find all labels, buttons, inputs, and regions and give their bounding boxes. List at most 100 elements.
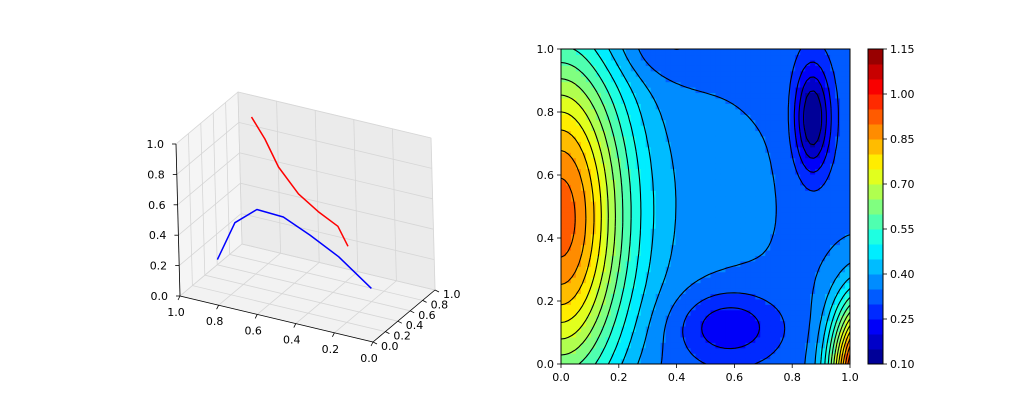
contour-cell — [710, 103, 717, 110]
contour-cell — [665, 304, 672, 311]
contour-cell — [795, 239, 801, 246]
contour-cell — [605, 293, 612, 300]
contour-cell — [765, 173, 771, 180]
contour-cell — [735, 163, 741, 170]
contour-cell — [615, 271, 622, 278]
contour-cell — [575, 81, 582, 88]
contour-cell — [760, 179, 766, 186]
contour-cell — [825, 87, 831, 94]
contour-cell — [710, 320, 717, 327]
contour-line — [622, 49, 850, 364]
contour-cell — [610, 233, 617, 240]
contour-cell — [810, 282, 816, 289]
contour-cell — [630, 119, 637, 126]
contour-cell — [785, 135, 791, 142]
contour-cell — [815, 287, 821, 294]
contour-cell — [630, 195, 637, 202]
contour-cell — [685, 108, 692, 115]
contour-cell — [561, 97, 567, 104]
contour-cell — [745, 54, 751, 61]
contour-cell — [825, 108, 831, 115]
contour-cell — [835, 59, 841, 66]
contour-cell — [670, 70, 677, 77]
contour-cell — [680, 157, 687, 164]
contour-cell — [825, 190, 831, 197]
contour-cell — [635, 244, 642, 251]
contour-cell — [710, 195, 717, 202]
contour-cell — [575, 92, 582, 99]
contour-cell — [665, 103, 672, 110]
colorbar-band — [868, 214, 883, 230]
contour-cell — [650, 342, 657, 349]
contour-cell — [745, 315, 751, 322]
contour-cell — [785, 173, 791, 180]
contour-cell — [730, 347, 736, 354]
contour-cell — [840, 103, 846, 110]
contour-cell — [620, 70, 627, 77]
contour-cell — [570, 103, 577, 110]
contour-cell — [561, 315, 567, 322]
contour-cell — [775, 70, 781, 77]
contour-cell — [760, 228, 766, 235]
contour-cell — [610, 347, 617, 354]
contour-cell — [730, 255, 736, 262]
contour-cell — [755, 211, 761, 218]
contour-cell — [770, 163, 776, 170]
contour-line — [561, 177, 850, 364]
contour-cell — [595, 315, 602, 322]
contour-cell — [610, 239, 617, 246]
contour-cell — [700, 217, 707, 224]
contour-cell — [800, 315, 806, 322]
contour-cell — [745, 163, 751, 170]
contour-cell — [785, 184, 791, 191]
contour-cell — [775, 266, 781, 273]
contour-cell — [840, 211, 846, 218]
colorbar-band — [868, 334, 883, 350]
contour-cell — [750, 342, 756, 349]
contour-cell — [720, 206, 727, 213]
contour-cell — [680, 81, 687, 88]
contour-cell — [785, 320, 791, 327]
contour-cell — [815, 163, 821, 170]
contour-cell — [705, 114, 712, 121]
contour-cell — [610, 163, 617, 170]
contour-cell — [755, 152, 761, 159]
contour-cell — [600, 168, 607, 175]
contour-cell — [795, 287, 801, 294]
contour-cell — [600, 179, 607, 186]
contour-cell — [745, 277, 751, 284]
contour-cell — [640, 255, 647, 262]
contour-cell — [630, 358, 637, 364]
colorbar-tick-label: 1.00 — [890, 88, 915, 101]
contour-cell — [640, 201, 647, 208]
contour-cell — [720, 65, 727, 72]
contour-cell — [640, 130, 647, 137]
contour-cell — [810, 249, 816, 256]
y-tick-label: 0.2 — [393, 330, 411, 343]
contour-cell — [675, 146, 682, 153]
contour-cell — [610, 277, 617, 284]
contour-cell — [820, 76, 826, 83]
contour-cell — [745, 76, 751, 83]
contour-cell — [815, 108, 821, 115]
contour-cell — [625, 119, 632, 126]
contour-cell — [570, 336, 577, 343]
contour-cell — [640, 217, 647, 224]
contour-cell — [645, 260, 652, 267]
contour-cell — [705, 184, 712, 191]
contour-cell — [585, 65, 592, 72]
contour-cell — [805, 282, 811, 289]
contour-cell — [690, 293, 697, 300]
contour-cell — [760, 233, 766, 240]
contour-cell — [680, 293, 687, 300]
contour-cell — [675, 130, 682, 137]
contour-cell — [710, 49, 717, 56]
contour-cell — [575, 304, 582, 311]
contour-cell — [610, 271, 617, 278]
contour-cell — [720, 119, 727, 126]
contour-cell — [795, 206, 801, 213]
contour-cell — [780, 97, 786, 104]
contour-cell — [820, 315, 826, 322]
contour-cell — [640, 211, 647, 218]
contour-cell — [600, 287, 607, 294]
